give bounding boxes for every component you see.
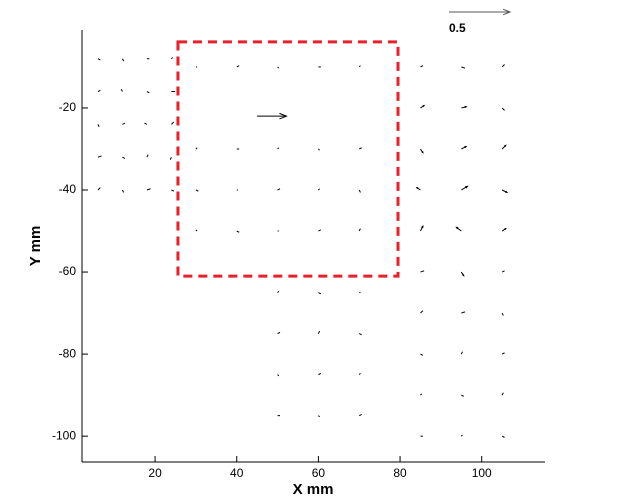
y-axis-label: Y mm bbox=[27, 226, 44, 267]
vector bbox=[460, 434, 463, 437]
highlight-box bbox=[176, 40, 400, 278]
vector bbox=[359, 413, 362, 417]
x-axis-label: X mm bbox=[293, 481, 334, 498]
vector bbox=[460, 271, 465, 277]
x-tick-label: 100 bbox=[472, 466, 492, 480]
vector bbox=[420, 310, 424, 314]
vector bbox=[318, 415, 320, 418]
vector bbox=[420, 104, 426, 109]
vector bbox=[277, 188, 281, 191]
y-tick-label: -40 bbox=[59, 182, 77, 196]
vector bbox=[461, 185, 469, 191]
x-tick-label: 40 bbox=[230, 466, 244, 480]
vector bbox=[171, 121, 175, 125]
vector bbox=[318, 148, 320, 151]
vector bbox=[97, 89, 101, 92]
x-tick-label: 20 bbox=[148, 466, 162, 480]
vector bbox=[277, 290, 280, 293]
vector bbox=[236, 230, 240, 233]
vector bbox=[501, 189, 509, 194]
vector bbox=[420, 148, 424, 154]
vector bbox=[420, 393, 423, 396]
vector bbox=[277, 147, 280, 150]
vector bbox=[501, 392, 504, 396]
vector bbox=[236, 65, 240, 68]
vector bbox=[358, 228, 361, 232]
vector bbox=[358, 189, 361, 193]
y-tick-label: -80 bbox=[59, 346, 77, 360]
vector bbox=[420, 353, 424, 356]
y-tick-label: -20 bbox=[59, 100, 77, 114]
vector bbox=[415, 186, 421, 191]
vector bbox=[501, 270, 505, 273]
x-tick-label: 80 bbox=[393, 466, 407, 480]
vector bbox=[144, 122, 148, 125]
vector bbox=[359, 333, 362, 336]
vector bbox=[146, 91, 150, 94]
vector bbox=[122, 122, 126, 125]
vector bbox=[501, 435, 505, 438]
vector bbox=[501, 227, 507, 232]
vector bbox=[122, 156, 126, 159]
vector bbox=[195, 147, 198, 150]
vector bbox=[171, 189, 175, 192]
vector bbox=[460, 351, 463, 355]
vector bbox=[501, 107, 505, 111]
vector bbox=[277, 331, 281, 335]
vector bbox=[97, 187, 101, 191]
reference-label: 0.5 bbox=[449, 21, 466, 35]
vector bbox=[420, 224, 424, 232]
vector bbox=[195, 189, 199, 192]
vector bbox=[121, 189, 125, 193]
y-tick-label: -100 bbox=[52, 428, 76, 442]
vector bbox=[420, 65, 424, 68]
vector bbox=[318, 372, 322, 376]
vector bbox=[97, 124, 100, 128]
vector bbox=[317, 330, 321, 334]
vector bbox=[501, 352, 505, 355]
vector bbox=[501, 312, 504, 316]
vector bbox=[461, 394, 464, 397]
vector bbox=[359, 147, 362, 150]
vector bbox=[461, 66, 466, 69]
vector bbox=[501, 64, 505, 68]
vector bbox=[358, 373, 361, 375]
vector bbox=[97, 58, 101, 61]
vector bbox=[318, 188, 320, 191]
vector bbox=[171, 57, 173, 60]
vector bbox=[318, 229, 322, 232]
vector bbox=[146, 154, 149, 158]
vector bbox=[97, 155, 102, 158]
vector bbox=[501, 144, 507, 150]
vector bbox=[121, 58, 125, 62]
y-tick-label: -60 bbox=[59, 264, 77, 278]
vector bbox=[277, 374, 280, 377]
vector bbox=[455, 226, 462, 232]
vector bbox=[169, 156, 172, 160]
vector bbox=[146, 188, 151, 191]
vector bbox=[461, 145, 468, 150]
vector bbox=[120, 88, 123, 92]
vector bbox=[420, 270, 425, 273]
x-tick-label: 60 bbox=[312, 466, 326, 480]
vector bbox=[257, 112, 288, 120]
vector bbox=[195, 229, 198, 232]
vector bbox=[318, 292, 322, 295]
reference-vector bbox=[449, 8, 512, 16]
vector bbox=[461, 311, 466, 314]
vector bbox=[358, 65, 361, 68]
vector bbox=[277, 66, 280, 69]
vector bbox=[461, 106, 468, 109]
